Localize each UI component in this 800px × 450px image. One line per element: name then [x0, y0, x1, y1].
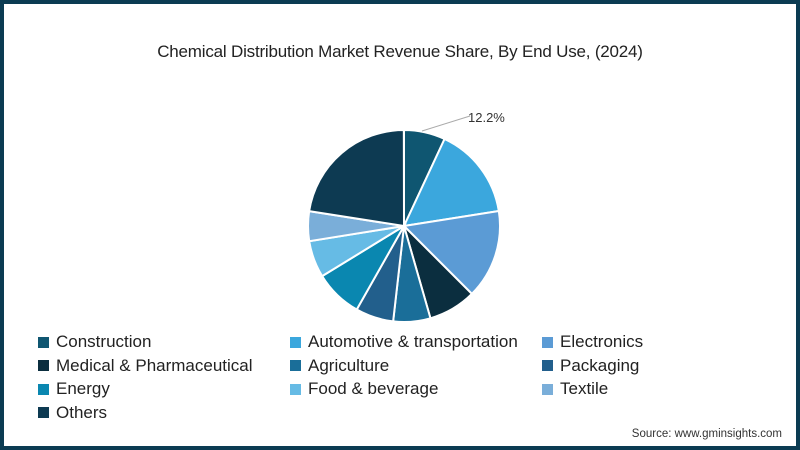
legend-swatch-icon: [542, 383, 553, 395]
legend-item: Food & beverage: [290, 379, 438, 399]
legend-item: Others: [38, 403, 107, 423]
legend-swatch-icon: [290, 336, 301, 348]
legend-label: Automotive & transportation: [308, 332, 518, 351]
legend-item: Automotive & transportation: [290, 332, 518, 352]
legend-item: Agriculture: [290, 356, 389, 376]
callout-leader-line: [421, 115, 471, 132]
legend-swatch-icon: [38, 407, 49, 418]
legend-label: Electronics: [560, 332, 644, 351]
pie-slice-automotive-transportation: [402, 137, 500, 228]
legend-item: Textile: [542, 379, 608, 399]
legend-item: Medical & Pharmaceutical: [38, 356, 253, 376]
legend-label: Food & beverage: [308, 379, 439, 398]
legend-swatch-icon: [38, 383, 49, 395]
legend-label: Agriculture: [308, 355, 390, 375]
chart-title: Chemical Distribution Market Revenue Sha…: [157, 42, 643, 61]
legend-swatch-icon: [38, 360, 49, 371]
legend-label: Textile: [560, 379, 609, 398]
legend-label: Medical & Pharmaceutical: [56, 355, 253, 375]
pie-slice-others: [308, 128, 406, 228]
legend-item: Electronics: [542, 332, 643, 352]
legend-swatch-icon: [290, 360, 301, 371]
legend-label: Construction: [56, 332, 152, 351]
legend-swatch-icon: [542, 336, 553, 348]
pie-chart: [307, 128, 501, 323]
legend-label: Others: [56, 402, 108, 422]
legend-swatch-icon: [290, 383, 301, 395]
legend-swatch-icon: [542, 360, 553, 371]
legend-item: Packaging: [542, 356, 639, 376]
legend-label: Energy: [56, 379, 110, 398]
chart-frame: Chemical Distribution Market Revenue Sha…: [4, 4, 796, 446]
legend-item: Construction: [38, 332, 151, 352]
construction-value-label: 12.2%: [468, 110, 505, 125]
legend-label: Packaging: [560, 355, 640, 375]
source-text: Source: www.gminsights.com: [631, 428, 782, 440]
legend-swatch-icon: [38, 336, 49, 348]
pie-slice-electronics: [401, 209, 501, 296]
legend-item: Energy: [38, 379, 110, 399]
